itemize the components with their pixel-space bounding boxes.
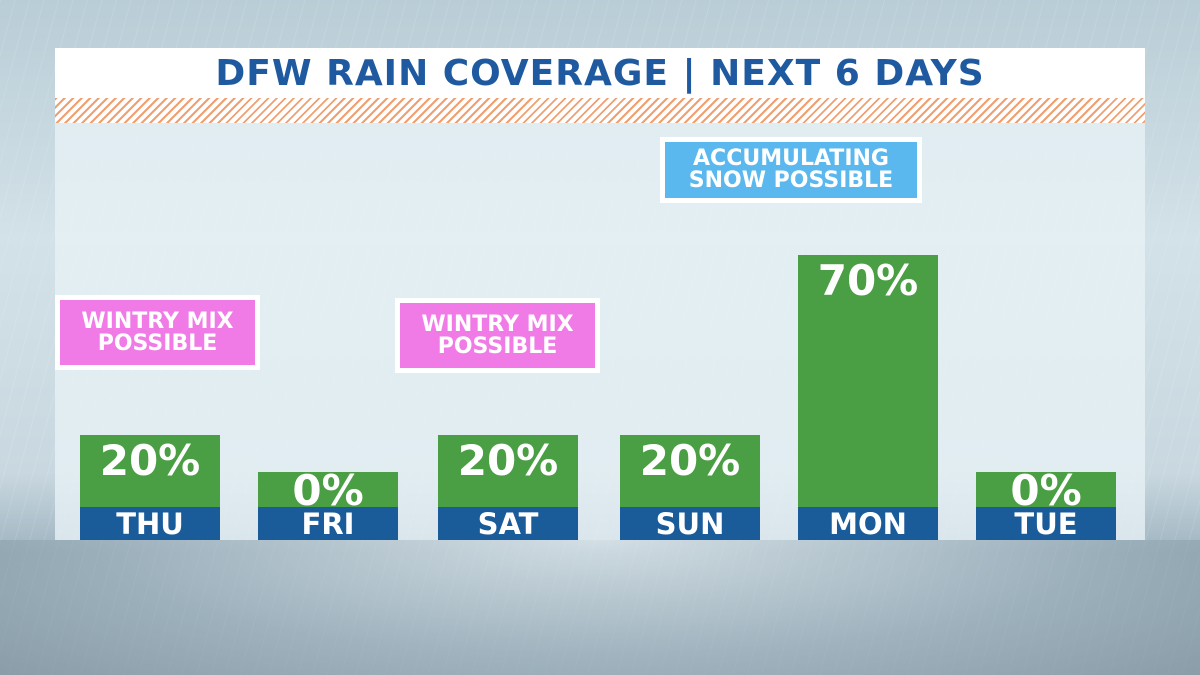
annotation-line: ACCUMULATING bbox=[693, 146, 889, 171]
value-label-tue: 0% bbox=[1010, 466, 1081, 515]
day-band-sun bbox=[620, 507, 760, 540]
day-band-tue bbox=[976, 507, 1116, 540]
chart-panel: 20% THU 0% FRI 20% SAT 20% SUN 70% MON 0% TUE bbox=[55, 123, 1145, 540]
wet-ground-background bbox=[0, 540, 1200, 675]
annotation-line: WINTRY MIX bbox=[421, 311, 574, 337]
day-label-tue: TUE bbox=[1014, 507, 1077, 540]
chart-title: DFW RAIN COVERAGE | NEXT 6 DAYS bbox=[215, 52, 985, 94]
day-band-sat bbox=[438, 507, 578, 540]
annotation-line: POSSIBLE bbox=[437, 333, 558, 359]
value-label-sun: 20% bbox=[640, 436, 741, 485]
day-label-sat: SAT bbox=[478, 507, 539, 540]
day-label-sun: SUN bbox=[656, 507, 725, 540]
day-band-thu bbox=[80, 507, 220, 540]
day-label-fri: FRI bbox=[302, 507, 355, 540]
day-label-mon: MON bbox=[829, 507, 907, 540]
day-band-fri bbox=[258, 507, 398, 540]
bar-mon bbox=[798, 255, 938, 540]
annotation-line: WINTRY MIX bbox=[81, 308, 234, 334]
annotation-wintry-thu: WINTRY MIX POSSIBLE bbox=[55, 295, 260, 370]
day-label-thu: THU bbox=[116, 507, 184, 540]
value-label-sat: 20% bbox=[458, 436, 559, 485]
annotation-line: POSSIBLE bbox=[97, 330, 218, 356]
day-band-mon bbox=[798, 507, 938, 540]
annotation-line: SNOW POSSIBLE bbox=[688, 168, 894, 193]
annotation-wintry-sat: WINTRY MIX POSSIBLE bbox=[395, 298, 600, 373]
annotation-snow-mon: ACCUMULATING SNOW POSSIBLE bbox=[660, 137, 922, 203]
title-bar: DFW RAIN COVERAGE | NEXT 6 DAYS bbox=[55, 48, 1145, 98]
value-label-thu: 20% bbox=[100, 436, 201, 485]
value-label-fri: 0% bbox=[292, 466, 363, 515]
hatched-divider bbox=[55, 98, 1145, 123]
value-label-mon: 70% bbox=[818, 256, 919, 305]
